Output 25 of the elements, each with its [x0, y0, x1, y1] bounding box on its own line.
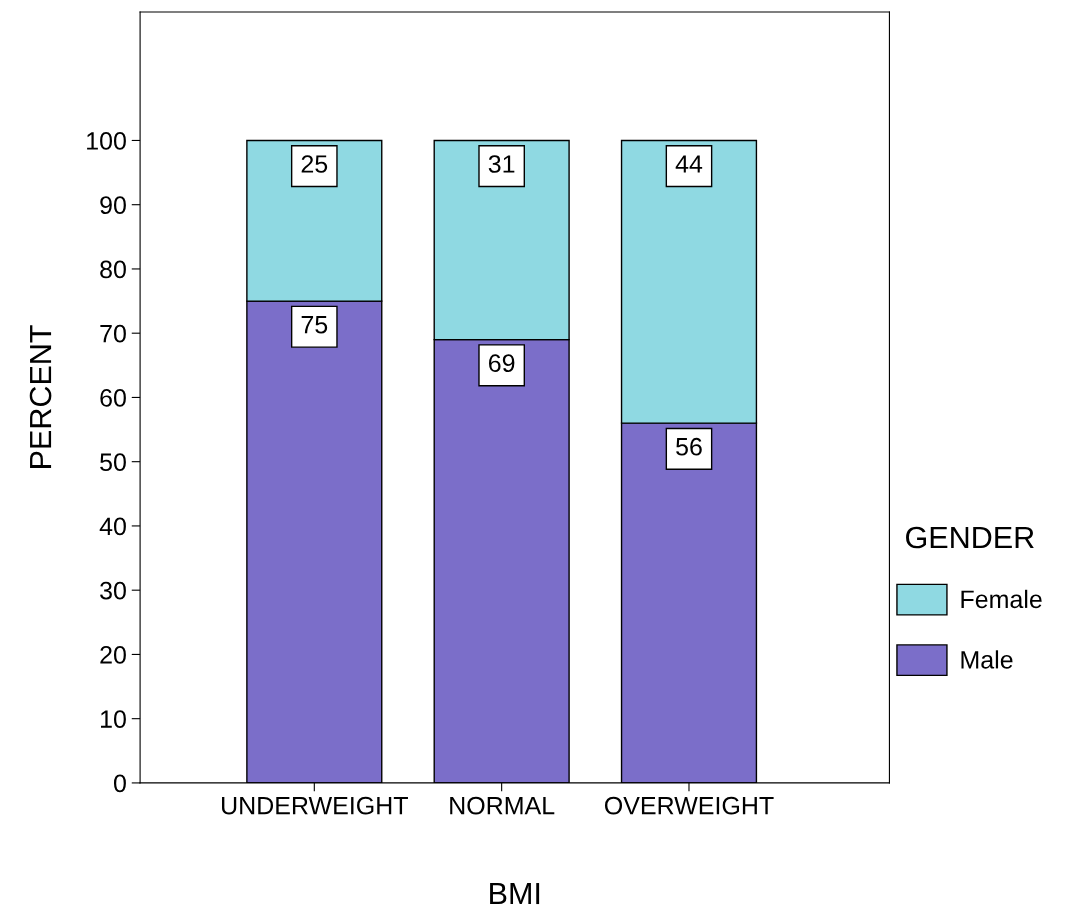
y-tick-label: 30 — [100, 581, 126, 600]
x-tick-label: UNDERWEIGHT — [222, 796, 408, 815]
data-label: 56 — [676, 437, 702, 456]
legend-label: Female — [961, 589, 1042, 609]
y-tick-label: 10 — [101, 710, 126, 728]
y-tick-label: 40 — [99, 517, 126, 536]
x-tick-label: OVERWEIGHT — [604, 796, 774, 815]
y-axis-title: PERCENT — [29, 325, 52, 468]
data-label: 44 — [675, 155, 703, 173]
y-tick-label: 0 — [113, 774, 126, 793]
x-axis-title: BMI — [490, 883, 540, 905]
y-tick-label: 90 — [100, 196, 126, 214]
legend-label: Male — [961, 650, 1013, 669]
y-tick-label: 60 — [100, 389, 126, 407]
data-label: 75 — [301, 316, 328, 334]
data-label: 25 — [301, 155, 328, 173]
y-tick-label: 50 — [100, 453, 126, 471]
x-tick-label: NORMAL — [450, 796, 555, 815]
legend-title: GENDER — [906, 526, 1034, 549]
y-tick-label: 100 — [87, 132, 126, 150]
y-tick-label: 80 — [100, 260, 126, 279]
data-label: 31 — [488, 155, 515, 173]
y-tick-label: 20 — [100, 646, 126, 664]
data-label: 69 — [489, 354, 515, 373]
y-tick-label: 70 — [100, 324, 126, 343]
